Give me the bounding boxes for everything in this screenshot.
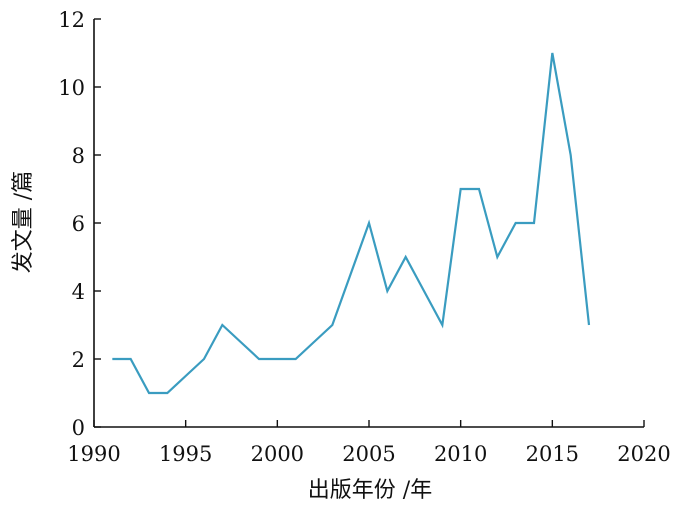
x-axis-title: 出版年份 /年 (308, 478, 432, 503)
x-tick-label: 2015 (526, 442, 579, 466)
x-tick-label: 1990 (67, 442, 120, 466)
y-tick-label: 6 (72, 212, 85, 236)
x-tick-label: 2020 (617, 442, 670, 466)
y-tick-label: 4 (72, 280, 85, 304)
series-line-0 (112, 52, 591, 395)
plot-area (112, 52, 591, 395)
x-tick-label: 2010 (434, 442, 487, 466)
x-tick-label: 2000 (251, 442, 304, 466)
axes: 0 2 4 6 8 10 12 1990 1995 2000 2005 2010 2015 2020 (58, 8, 670, 466)
x-tick-label: 2005 (342, 442, 395, 466)
y-tick-label: 8 (72, 144, 85, 168)
y-tick-label: 2 (72, 348, 85, 372)
y-axis-title: 发文量 /篇 (11, 171, 36, 273)
y-tick-label: 10 (58, 76, 85, 100)
y-tick-label: 0 (72, 416, 85, 440)
x-tick-label: 1995 (159, 442, 212, 466)
y-tick-label: 12 (58, 8, 85, 32)
